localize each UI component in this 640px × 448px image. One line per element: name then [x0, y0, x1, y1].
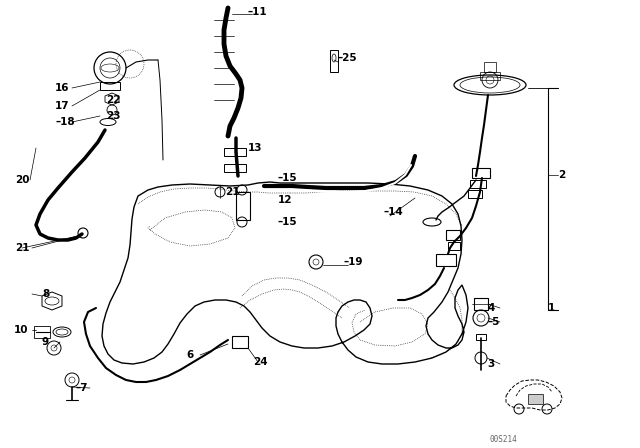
Text: 8: 8 [42, 289, 49, 299]
Bar [330, 50, 338, 72]
Text: –14: –14 [384, 207, 404, 217]
Text: 12: 12 [278, 195, 292, 205]
Text: –19: –19 [344, 257, 364, 267]
Text: 21: 21 [15, 243, 29, 253]
Bar [436, 254, 456, 266]
Text: 6: 6 [186, 350, 193, 360]
Bar [236, 192, 250, 220]
Text: 24: 24 [253, 357, 268, 367]
Bar [468, 190, 482, 198]
Text: 10: 10 [14, 325, 29, 335]
Text: 21: 21 [225, 187, 239, 197]
Text: –11: –11 [248, 7, 268, 17]
Text: 00S214: 00S214 [490, 435, 518, 444]
Text: 2: 2 [558, 170, 565, 180]
Text: –18: –18 [55, 117, 75, 127]
Bar [34, 326, 50, 338]
Text: 1: 1 [548, 303, 556, 313]
Bar [480, 72, 500, 80]
Text: 4: 4 [487, 303, 494, 313]
Bar [100, 82, 120, 90]
Text: –15: –15 [278, 217, 298, 227]
Bar [476, 334, 486, 340]
Text: 17: 17 [55, 101, 70, 111]
Text: 16: 16 [55, 83, 70, 93]
Bar [232, 336, 248, 348]
Bar [224, 148, 246, 156]
Text: 3: 3 [487, 359, 494, 369]
Bar [528, 394, 543, 404]
Bar [448, 242, 460, 250]
Text: 22: 22 [106, 95, 120, 105]
Text: 20: 20 [15, 175, 29, 185]
Text: 23: 23 [106, 111, 120, 121]
Bar [446, 230, 460, 240]
Text: –7: –7 [76, 383, 88, 393]
Text: –5: –5 [487, 317, 499, 327]
Text: –25: –25 [338, 53, 358, 63]
Bar [224, 164, 246, 172]
Text: 13: 13 [248, 143, 262, 153]
Text: –15: –15 [278, 173, 298, 183]
Bar [474, 298, 488, 310]
Bar [470, 180, 486, 188]
Bar [472, 168, 490, 178]
Text: 9: 9 [42, 337, 49, 347]
Bar [484, 62, 496, 72]
